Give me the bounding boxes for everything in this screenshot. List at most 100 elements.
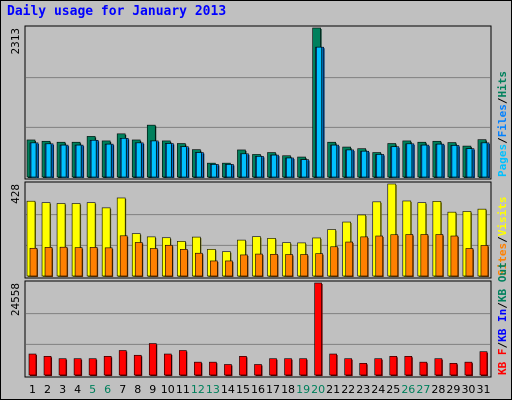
bar-sites <box>465 248 474 277</box>
bar-kb-f <box>133 354 142 376</box>
bar-sites <box>420 234 429 277</box>
x-tick-label: 4 <box>74 383 81 396</box>
x-tick-label: 10 <box>161 383 175 396</box>
bar-sites <box>330 246 338 277</box>
bar-pages <box>60 144 67 178</box>
x-tick-label: 3 <box>59 383 66 396</box>
kbytes-legend: KB F/KB In/KB Out <box>496 262 509 375</box>
bar-pages <box>451 145 458 178</box>
bar-kb-f <box>254 364 262 376</box>
legend-separator: / <box>496 236 509 243</box>
x-tick-label: 18 <box>281 383 295 396</box>
bar-pages <box>226 164 232 178</box>
bar-pages <box>105 143 112 178</box>
bar-sites <box>180 249 188 277</box>
legend-entry: Sites <box>496 243 509 276</box>
bar-pages <box>256 156 262 178</box>
bar-kb-f <box>269 358 277 376</box>
bar-pages <box>361 150 368 178</box>
bar-kb-f <box>464 361 473 376</box>
bar-pages <box>181 146 187 178</box>
bar-kb-f <box>344 358 352 376</box>
x-tick-label: 8 <box>134 383 141 396</box>
bar-sites <box>360 236 369 277</box>
bar-sites <box>270 253 278 277</box>
hits-files-pages-legend: Pages/Files/Hits <box>496 71 509 177</box>
bar-pages <box>90 139 97 178</box>
bar-pages <box>271 154 277 178</box>
x-tick-label: 24 <box>371 383 385 396</box>
legend-entry: Hits <box>496 71 509 98</box>
bar-sites <box>300 254 308 277</box>
x-tick-label: 7 <box>119 383 126 396</box>
bar-pages <box>391 146 398 178</box>
x-tick-label: 31 <box>476 383 490 396</box>
x-tick-label: 15 <box>236 383 250 396</box>
bar-kb-f <box>209 361 217 376</box>
x-tick-label: 5 <box>89 383 96 396</box>
bar-sites <box>164 244 173 277</box>
x-tick-label: 28 <box>431 383 445 396</box>
bar-pages <box>301 159 307 178</box>
bar-pages <box>30 142 37 178</box>
kbytes-ymax-label: 24558 <box>9 283 22 316</box>
x-tick-label: 23 <box>356 383 370 396</box>
bar-kb-f <box>419 361 428 376</box>
bar-kb-f <box>43 356 52 376</box>
legend-entry: Visits <box>496 197 509 237</box>
legend-separator: / <box>496 302 509 309</box>
visits-sites-legend: Sites/Visits <box>496 197 509 277</box>
legend-entry: Pages <box>496 144 509 177</box>
bar-kb-f <box>449 363 458 376</box>
legend-entry: Files <box>496 104 509 137</box>
x-tick-label: 1 <box>29 383 36 396</box>
bar-sites <box>405 234 414 277</box>
bar-kb-f <box>239 356 247 376</box>
bar-kb-f <box>179 350 187 376</box>
bar-pages <box>135 142 142 178</box>
bar-pages <box>120 138 127 178</box>
bar-pages <box>466 148 473 178</box>
bar-kb-f <box>224 364 232 376</box>
bar-pages <box>481 142 488 178</box>
bar-pages <box>196 152 202 178</box>
bar-kb-f <box>479 351 488 376</box>
x-tick-label: 27 <box>416 383 430 396</box>
kbytes-panel-border <box>24 280 492 378</box>
bar-pages <box>241 153 247 178</box>
bar-pages <box>45 143 52 178</box>
bar-kb-f <box>163 353 172 376</box>
x-tick-label: 21 <box>326 383 340 396</box>
bar-kb-f <box>148 343 157 376</box>
bar-kb-f <box>314 282 322 376</box>
bar-pages <box>150 140 157 178</box>
bar-sites <box>134 242 143 277</box>
bar-kb-f <box>118 350 127 376</box>
bar-sites <box>59 246 68 277</box>
bar-kb-f <box>73 358 82 376</box>
bar-pages <box>436 143 443 178</box>
legend-separator: / <box>496 97 509 104</box>
bar-sites <box>29 247 38 277</box>
bar-sites <box>104 247 113 277</box>
visits-sites-panel-border <box>24 181 492 279</box>
bar-sites <box>210 260 218 277</box>
bar-sites <box>44 247 53 277</box>
x-tick-label: 29 <box>446 383 460 396</box>
bar-kb-f <box>404 356 413 376</box>
x-tick-label: 11 <box>176 383 190 396</box>
bar-sites <box>240 254 248 277</box>
x-tick-label: 30 <box>461 383 475 396</box>
bar-kb-f <box>389 356 398 376</box>
legend-separator: / <box>496 137 509 144</box>
x-tick-label: 20 <box>311 383 325 396</box>
x-tick-label: 12 <box>191 383 205 396</box>
bar-pages <box>286 157 292 178</box>
legend-entry: KB Out <box>496 262 509 302</box>
hits-files-pages-panel-border <box>24 25 492 180</box>
x-tick-label: 25 <box>386 383 400 396</box>
bar-sites <box>149 248 158 277</box>
bar-sites <box>480 245 489 277</box>
bar-pages <box>75 144 82 178</box>
